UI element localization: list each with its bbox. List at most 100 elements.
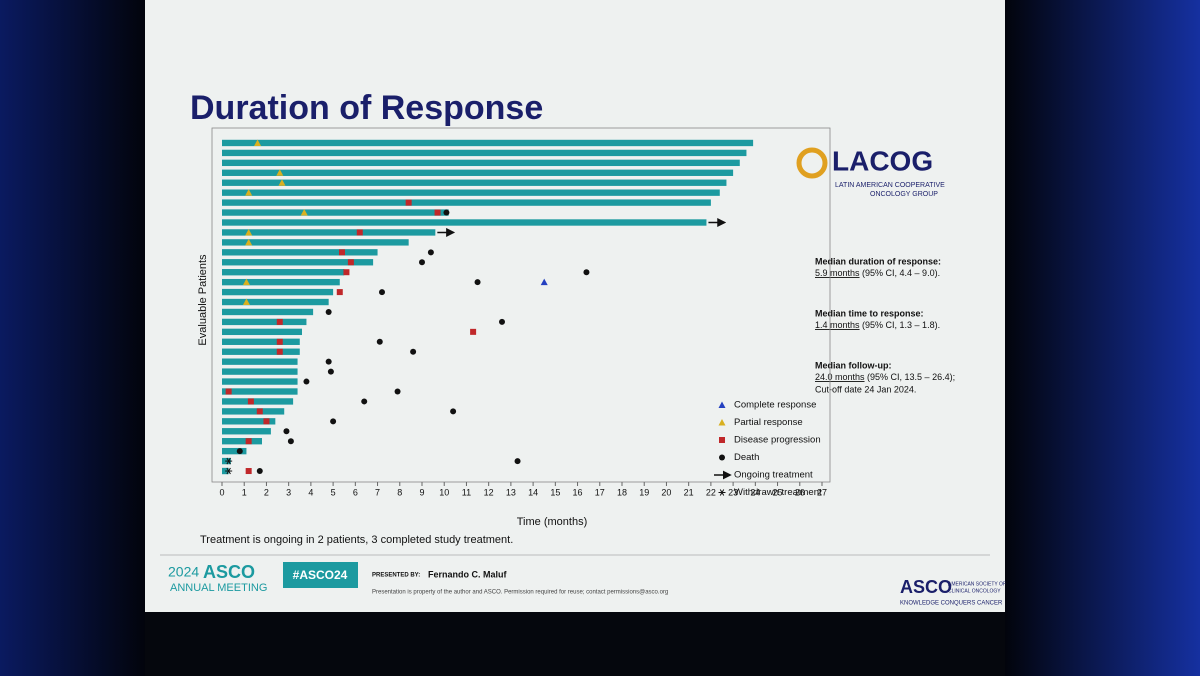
- triangle-marker: [278, 179, 286, 186]
- bar: [222, 149, 747, 157]
- x-tick-label: 27: [817, 487, 827, 497]
- x-tick-label: 21: [684, 487, 694, 497]
- triangle-marker: [245, 228, 253, 236]
- bar: [222, 388, 298, 395]
- asterisk-stroke: [719, 489, 725, 496]
- bar: [222, 328, 302, 336]
- footnote: Treatment is ongoing in 2 patients, 3 co…: [200, 534, 513, 546]
- x-tick-label: 1: [242, 487, 247, 497]
- asterisk-marker: [225, 457, 233, 465]
- stat-value: 1.4 months: [815, 320, 860, 330]
- circle-marker: [361, 398, 368, 405]
- square-marker: [339, 249, 345, 256]
- bar: [222, 418, 276, 425]
- square-marker: [247, 398, 254, 405]
- triangle-marker: [276, 169, 284, 176]
- square-marker: [276, 338, 283, 345]
- circle-marker: [583, 269, 590, 276]
- stat-rest: (95% CI, 1.3 – 1.8).: [860, 320, 941, 330]
- x-tick-label: 16: [573, 487, 583, 497]
- stat-rest: (95% CI, 13.5 – 26.4);: [865, 372, 956, 382]
- x-tick-label: 3: [286, 487, 291, 497]
- bar: [222, 338, 300, 345]
- x-tick-label: 18: [617, 487, 627, 497]
- y-axis-label: Evaluable Patients: [197, 254, 209, 346]
- presented-by: PRESENTED BY:: [372, 573, 420, 579]
- circle-marker: [325, 308, 332, 315]
- circle-marker: [410, 348, 417, 355]
- bar: [222, 398, 294, 405]
- circle-marker: [379, 289, 385, 296]
- disclaimer: Presentation is property of the author a…: [372, 590, 668, 596]
- x-tick-label: 8: [397, 487, 402, 497]
- x-tick-label: 15: [550, 487, 560, 497]
- asco-tagline: KNOWLEDGE CONQUERS CANCER: [900, 601, 1003, 607]
- asco-sub: AMERICAN SOCIETY OF: [948, 581, 1006, 587]
- x-tick-label: 24: [750, 487, 760, 497]
- bar: [222, 408, 285, 415]
- x-tick-label: 22: [706, 487, 716, 497]
- circle-marker: [499, 318, 505, 325]
- stats: Median duration of response: 5.9 months (…: [815, 256, 955, 394]
- stat-line: 1.4 months (95% CI, 1.3 – 1.8).: [815, 320, 940, 330]
- bar: [222, 288, 334, 296]
- x-tick-label: 5: [331, 487, 336, 497]
- logo-text: LACOG: [832, 145, 933, 176]
- stat-extra: Cut-off date 24 Jan 2024.: [815, 384, 916, 394]
- legend-label: Death: [734, 452, 759, 463]
- plot-frame: [211, 127, 831, 483]
- x-tick-label: 12: [484, 487, 494, 497]
- asterisk-marker: [718, 489, 726, 496]
- square-marker: [470, 328, 477, 335]
- bar: [222, 428, 271, 435]
- triangle-marker: [300, 209, 308, 216]
- circle-marker: [443, 209, 450, 216]
- circle-marker: [474, 279, 481, 286]
- meeting-sub: ANNUAL MEETING: [170, 582, 267, 594]
- x-tick-label: 19: [639, 487, 649, 497]
- x-tick-label: 25: [773, 487, 783, 497]
- bar: [222, 249, 378, 256]
- stat-line: 24.0 months (95% CI, 13.5 – 26.4);: [815, 372, 955, 382]
- stat-line: 5.9 months (95% CI, 4.4 – 9.0).: [815, 268, 940, 278]
- bar: [222, 179, 727, 186]
- square-marker: [276, 318, 283, 325]
- bar: [222, 447, 247, 455]
- bar: [222, 259, 374, 266]
- bar: [222, 378, 298, 385]
- asterisk-marker: [225, 467, 233, 475]
- bar: [222, 229, 436, 236]
- bar: [222, 169, 734, 176]
- x-tick-label: 17: [595, 487, 605, 497]
- circle-marker: [419, 259, 425, 266]
- x-tick-label: 10: [439, 487, 449, 497]
- circle-marker: [287, 438, 294, 445]
- square-marker: [245, 438, 252, 445]
- circle-marker: [303, 378, 310, 385]
- circle-marker: [327, 368, 334, 375]
- curtain-left: [0, 0, 145, 676]
- stat-heading: Median time to response:: [815, 308, 924, 318]
- bar: [222, 358, 298, 365]
- circle-marker: [450, 408, 457, 415]
- asterisk-stroke: [226, 457, 231, 465]
- asco-logo: ASCO: [900, 577, 952, 597]
- logo-sub: ONCOLOGY GROUP: [870, 191, 938, 198]
- meeting-year: 2024: [168, 564, 199, 580]
- triangle-marker: [245, 238, 253, 246]
- bar: [222, 189, 720, 196]
- x-tick-label: 23: [728, 487, 738, 497]
- legend-label: Partial response: [734, 417, 803, 428]
- circle-marker: [330, 418, 337, 425]
- square-marker: [336, 289, 343, 296]
- bar: [222, 308, 314, 316]
- lacog-logo: LACOG LATIN AMERICAN COOPERATIVE ONCOLOG…: [796, 145, 945, 198]
- triangle-marker: [718, 419, 726, 426]
- stat-value: 24.0 months: [815, 372, 865, 382]
- square-marker: [434, 209, 441, 216]
- bar: [222, 318, 307, 326]
- x-tick-label: 20: [661, 487, 671, 497]
- x-tick-label: 9: [419, 487, 424, 497]
